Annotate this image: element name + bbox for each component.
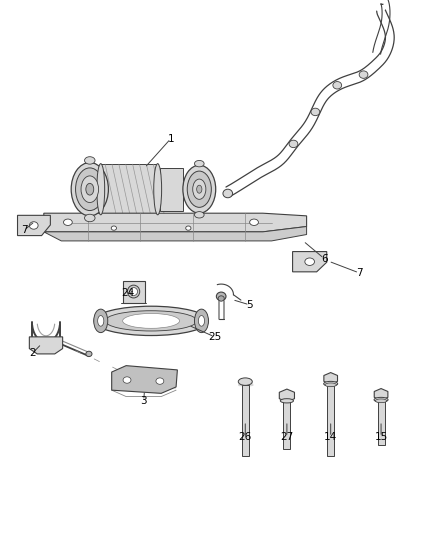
Ellipse shape [98, 316, 104, 326]
Ellipse shape [374, 398, 388, 402]
Ellipse shape [123, 377, 131, 383]
Polygon shape [44, 213, 307, 232]
Ellipse shape [223, 189, 233, 198]
Ellipse shape [375, 399, 387, 403]
Text: 14: 14 [324, 432, 337, 442]
Ellipse shape [85, 214, 95, 222]
Text: 6: 6 [321, 254, 328, 263]
Text: 15: 15 [374, 432, 388, 442]
Ellipse shape [154, 164, 162, 215]
Polygon shape [88, 221, 215, 235]
Text: 27: 27 [280, 432, 293, 442]
Ellipse shape [123, 313, 180, 328]
Ellipse shape [183, 165, 215, 213]
Ellipse shape [81, 176, 99, 203]
Ellipse shape [197, 185, 202, 193]
Text: 7: 7 [21, 225, 28, 235]
Ellipse shape [75, 168, 104, 211]
Ellipse shape [94, 306, 208, 336]
Polygon shape [123, 281, 145, 303]
Text: 5: 5 [246, 300, 253, 310]
Ellipse shape [198, 316, 205, 326]
Polygon shape [29, 337, 63, 354]
Polygon shape [18, 215, 50, 236]
Ellipse shape [85, 157, 95, 164]
Text: 26: 26 [239, 432, 252, 442]
Ellipse shape [29, 222, 38, 229]
Ellipse shape [194, 160, 204, 167]
Ellipse shape [187, 171, 211, 207]
Ellipse shape [325, 383, 336, 387]
Text: 7: 7 [356, 268, 363, 278]
Polygon shape [112, 366, 177, 393]
Ellipse shape [280, 399, 293, 403]
Ellipse shape [311, 108, 320, 116]
Ellipse shape [194, 309, 208, 333]
Text: 2: 2 [29, 348, 36, 358]
Ellipse shape [324, 382, 338, 386]
Ellipse shape [71, 163, 109, 216]
Ellipse shape [156, 378, 164, 384]
Ellipse shape [127, 285, 140, 298]
Ellipse shape [86, 183, 94, 195]
Ellipse shape [105, 311, 197, 331]
Ellipse shape [111, 226, 117, 230]
Ellipse shape [289, 140, 298, 148]
Polygon shape [101, 164, 158, 215]
Polygon shape [324, 373, 338, 384]
Bar [242, 385, 249, 456]
Ellipse shape [64, 219, 72, 225]
Bar [378, 401, 385, 445]
Polygon shape [160, 168, 183, 211]
Bar [283, 401, 290, 449]
Ellipse shape [130, 288, 138, 295]
Ellipse shape [218, 296, 224, 301]
Ellipse shape [194, 212, 204, 218]
Polygon shape [44, 227, 307, 241]
Ellipse shape [186, 226, 191, 230]
Ellipse shape [86, 351, 92, 357]
Ellipse shape [359, 71, 368, 78]
Ellipse shape [97, 164, 105, 215]
Ellipse shape [333, 82, 342, 89]
Text: 24: 24 [121, 288, 134, 298]
Polygon shape [293, 252, 327, 272]
Polygon shape [279, 389, 294, 402]
Ellipse shape [238, 378, 252, 385]
Ellipse shape [193, 179, 206, 199]
Polygon shape [374, 389, 388, 400]
Text: 1: 1 [167, 134, 174, 143]
Text: 3: 3 [140, 396, 147, 406]
Ellipse shape [250, 219, 258, 225]
Ellipse shape [305, 258, 314, 265]
Text: 25: 25 [208, 332, 221, 342]
Bar [327, 385, 334, 456]
Ellipse shape [216, 292, 226, 301]
Ellipse shape [94, 309, 108, 333]
